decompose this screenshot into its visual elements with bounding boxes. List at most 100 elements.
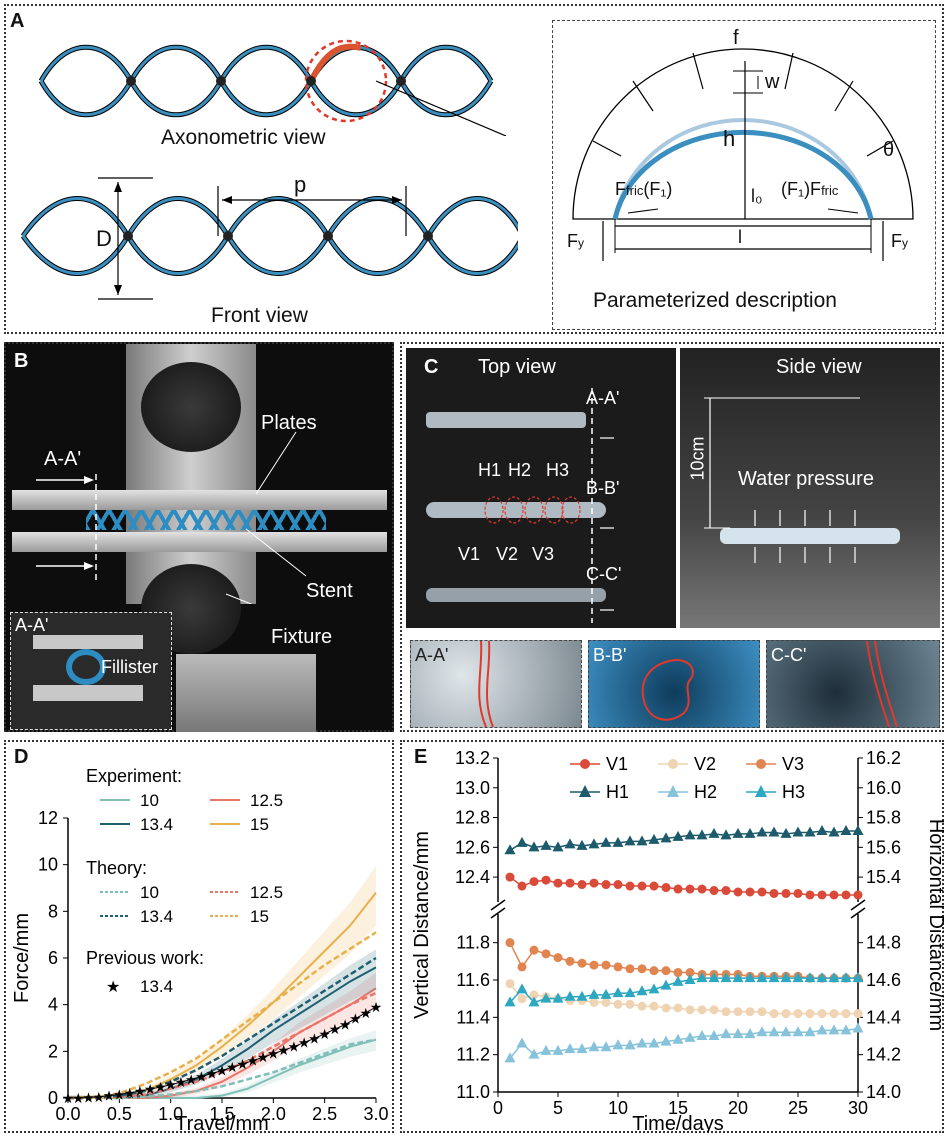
previous-work-point: ★ — [257, 1049, 270, 1065]
series-point-V2 — [745, 1007, 755, 1017]
series-point-V1 — [769, 888, 779, 898]
series-point-V3 — [529, 945, 539, 955]
panel-label-d: D — [14, 746, 29, 768]
series-point-V2 — [721, 1007, 731, 1017]
right-tick-label: 15.8 — [866, 808, 901, 828]
inset-plate-bottom — [33, 685, 143, 701]
previous-work-point: ★ — [308, 1031, 321, 1047]
series-point-H3 — [816, 972, 828, 983]
x-tick-label: 10 — [608, 1098, 628, 1118]
label-fixture: Fixture — [271, 626, 333, 648]
series-point-H2 — [504, 1052, 516, 1063]
fy-left-sub: y — [578, 236, 584, 250]
series-point-H3 — [636, 985, 648, 996]
left-tick-label: 11.8 — [456, 933, 490, 953]
previous-work-point: ★ — [277, 1042, 290, 1058]
symbol-theta: θ — [883, 139, 895, 161]
axis-break-mark — [490, 899, 506, 911]
series-point-V2 — [529, 990, 539, 1000]
right-tick-label: 15.4 — [866, 867, 901, 887]
series-point-V2 — [757, 1007, 767, 1017]
legend-previous-label: 13.4 — [140, 977, 173, 996]
series-point-H3 — [504, 996, 516, 1007]
x-tick-label: 5 — [553, 1098, 563, 1118]
tube-cc — [426, 588, 606, 602]
series-point-H3 — [648, 983, 660, 994]
left-tick-label: 13.0 — [455, 778, 490, 798]
legend-theory-title: Theory: — [86, 858, 147, 878]
theory-line-12.5 — [68, 991, 377, 1100]
series-point-V2 — [517, 994, 527, 1004]
panel-b: B Plates A-A' Stent Fixture A-A' Fillist… — [4, 342, 394, 732]
panel-d: D 0.0 0.5 1.0 1.5 2.0 2.5 3.0 0 2 4 6 8 10 12 Travel/m… — [4, 740, 394, 1133]
series-point-H3 — [840, 972, 852, 983]
series-line-V1 — [509, 876, 858, 896]
series-point-V1 — [733, 887, 743, 897]
series-point-V2 — [805, 1009, 815, 1019]
legend-experiment-title: Experiment: — [86, 766, 182, 786]
series-point-H1 — [576, 839, 588, 850]
axonometric-caption: Axonometric view — [161, 126, 326, 149]
series-point-H1 — [792, 826, 804, 837]
series-point-V2 — [661, 1003, 671, 1013]
previous-work-point: ★ — [154, 1079, 167, 1095]
previous-work-line — [68, 1006, 377, 1099]
series-point-V1 — [541, 875, 551, 885]
previous-work-point: ★ — [185, 1071, 198, 1087]
series-point-H1 — [840, 824, 852, 835]
series-point-V1 — [805, 890, 815, 900]
series-point-H1 — [624, 835, 636, 846]
series-point-H2 — [696, 1030, 708, 1040]
distance-time-chart: 0 5 10 15 20 25 30 12.4 12.6 12.8 13.0 13.2 11.0 11.2… — [411, 748, 944, 1132]
label-v2: V2 — [496, 544, 519, 564]
x-tick-label: 0.0 — [55, 1104, 80, 1124]
previous-work-point: ★ — [349, 1011, 362, 1027]
knob-top — [141, 362, 241, 452]
previous-work-point: ★ — [205, 1066, 218, 1082]
legend-experiment-label: 13.4 — [140, 815, 173, 834]
series-point-H2 — [528, 1048, 540, 1059]
series-point-H2 — [828, 1024, 840, 1035]
series-point-V3 — [649, 966, 659, 976]
series-point-H3 — [708, 972, 720, 983]
series-point-V3 — [505, 938, 515, 948]
panel-label-e: E — [414, 746, 428, 768]
experiment-band-15 — [68, 865, 376, 1098]
front-caption: Front view — [211, 304, 308, 327]
series-point-H1 — [516, 836, 528, 847]
series-point-V1 — [853, 890, 863, 900]
stent-photo — [86, 510, 326, 530]
x-tick-label: 25 — [788, 1098, 808, 1118]
experiment-band-12.5 — [68, 972, 376, 1098]
y-tick-label: 0 — [48, 1088, 58, 1108]
legend-theory-label: 15 — [250, 907, 269, 926]
legend-experiment-label: 10 — [140, 791, 159, 810]
inset-c-bb-contour — [641, 659, 694, 721]
series-point-H2 — [852, 1022, 864, 1033]
symbol-h: h — [723, 126, 736, 151]
previous-work-point: ★ — [62, 1090, 75, 1106]
series-point-H3 — [744, 972, 756, 983]
series-point-V1 — [757, 887, 767, 897]
series-point-H3 — [624, 987, 636, 998]
legend-marker-H2 — [667, 785, 679, 797]
y-tick-label: 4 — [48, 995, 58, 1015]
previous-work-point: ★ — [359, 1005, 372, 1021]
x-axis-label: Travel/mm — [175, 1113, 269, 1132]
right-tick-label: 14.0 — [866, 1082, 901, 1102]
series-point-H2 — [792, 1026, 804, 1037]
x-tick-label: 20 — [728, 1098, 748, 1118]
left-axis-label: Vertical Distance/mm — [411, 831, 433, 1019]
series-point-V1 — [637, 881, 647, 891]
series-point-H1 — [600, 836, 612, 847]
previous-work-point: ★ — [93, 1089, 106, 1105]
series-point-H1 — [648, 833, 660, 844]
previous-work-point: ★ — [195, 1069, 208, 1085]
legend-label-H2: H2 — [694, 782, 717, 802]
previous-work-point: ★ — [236, 1056, 249, 1072]
series-line-H1 — [509, 830, 858, 851]
right-tick-label: 16.2 — [866, 748, 901, 768]
series-point-H2 — [756, 1026, 768, 1037]
left-tick-label: 11.6 — [456, 970, 490, 990]
right-tick-label: 15.6 — [866, 837, 901, 857]
